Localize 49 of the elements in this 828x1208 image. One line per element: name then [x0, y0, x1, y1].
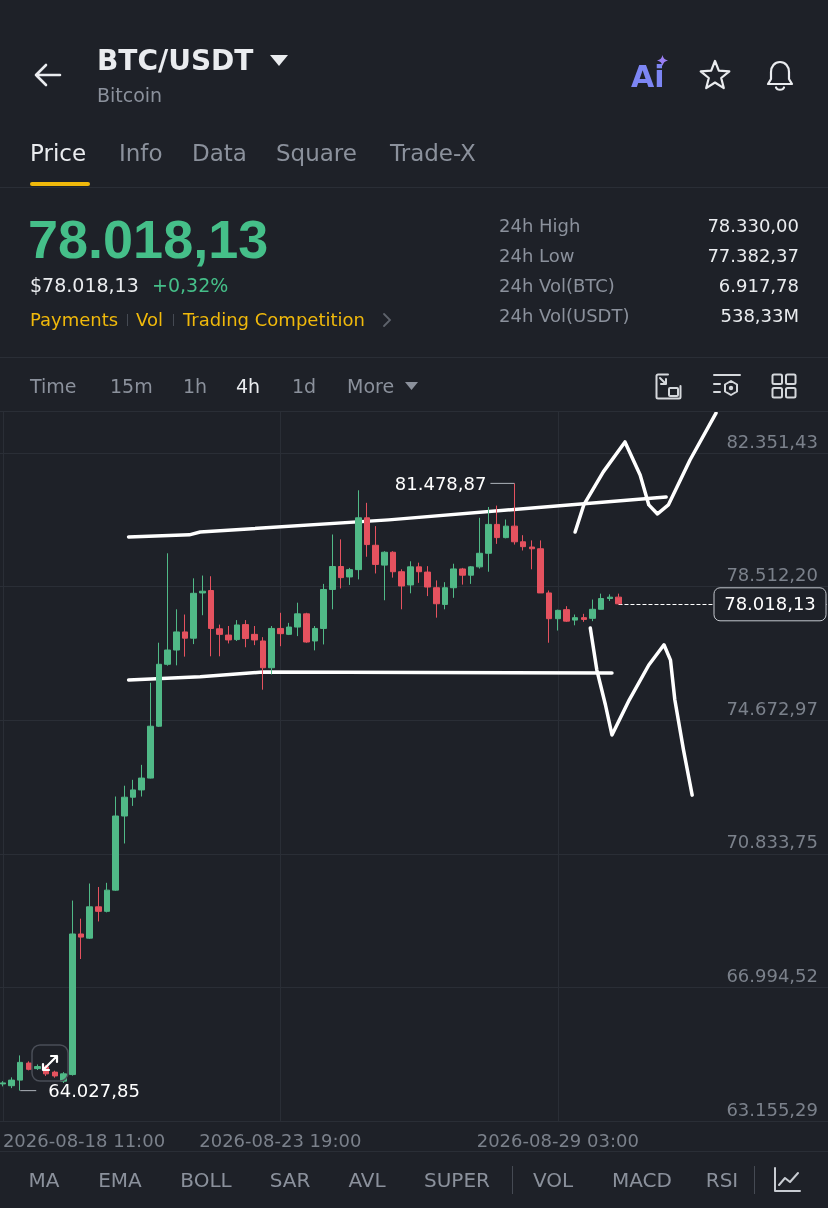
text: RSI: [705, 1168, 739, 1192]
text: BOLL: [180, 1168, 232, 1192]
chart-subtitle: Bitcoin: [97, 83, 163, 106]
text: 1h: [183, 374, 208, 397]
y-tick-label: 82.351,43: [726, 430, 818, 452]
text: AVL: [348, 1168, 386, 1192]
text: Payments: [30, 309, 119, 330]
text: Price: [30, 139, 87, 166]
text: Info: [119, 139, 163, 166]
text: VOL: [532, 1168, 574, 1192]
text: Square: [276, 139, 357, 166]
text: 24h Vol(USDT): [499, 305, 630, 326]
text: 78.330,00: [707, 215, 799, 236]
text: 24h High: [499, 215, 581, 236]
x-tick-label: 2026-08-18 11:00: [2, 1129, 166, 1151]
text: 6.917,78: [718, 275, 799, 296]
y-tick-label: 66.994,52: [726, 964, 818, 986]
text: Trade-X: [390, 139, 476, 166]
text: MACD: [612, 1168, 672, 1192]
text: Time: [30, 374, 77, 397]
text: 15m: [110, 374, 153, 397]
text: 24h Vol(BTC): [499, 275, 615, 296]
y-tick-label: 78.512,20: [726, 564, 818, 586]
x-tick-label: 2026-08-29 03:00: [476, 1129, 639, 1151]
text: Trading Competition: [183, 309, 365, 330]
x-tick-label: 2026-08-23 19:00: [199, 1129, 362, 1151]
text: 24h Low: [499, 245, 575, 266]
text: Vol: [136, 309, 163, 330]
y-tick-label: 74.672,97: [726, 697, 818, 719]
text: SUPER: [424, 1168, 490, 1192]
text: SAR: [269, 1168, 311, 1192]
ref-line-label: 78.018,13: [724, 593, 816, 615]
text: EMA: [98, 1168, 142, 1192]
y-tick-label: 70.833,75: [726, 831, 818, 853]
annotation: 81.478,87: [394, 472, 487, 494]
text: Data: [192, 139, 247, 166]
text: 4h: [236, 374, 261, 397]
text: +0,32%: [152, 273, 229, 296]
text: $78.018,13: [30, 273, 139, 296]
chart-title: BTC/USDT: [97, 44, 254, 77]
text: MA: [28, 1168, 60, 1192]
annotation: 64.027,85: [48, 1080, 140, 1102]
text: Ai: [631, 59, 665, 94]
y-tick-label: 63.155,29: [726, 1098, 818, 1120]
text: 78.018,13: [28, 209, 269, 269]
text: More: [347, 374, 395, 397]
text: 77.382,37: [707, 245, 799, 266]
text: 538,33M: [720, 305, 799, 326]
text: 1d: [292, 374, 317, 397]
